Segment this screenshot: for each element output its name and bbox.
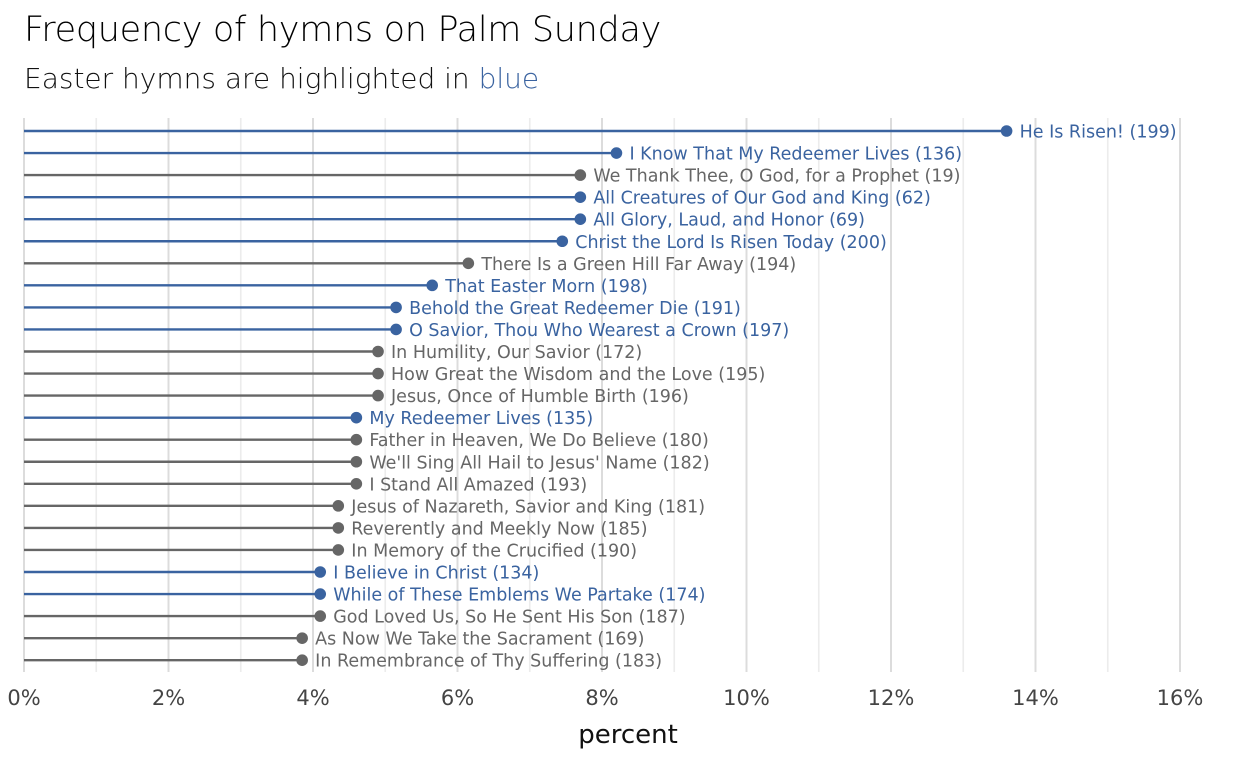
lollipop-item: I Stand All Amazed (193) bbox=[24, 475, 587, 495]
lollipop-item: There Is a Green Hill Far Away (194) bbox=[24, 255, 796, 275]
bar-label: There Is a Green Hill Far Away (194) bbox=[480, 255, 796, 275]
bar-label: We'll Sing All Hail to Jesus' Name (182) bbox=[369, 453, 709, 473]
x-tick-label: 2% bbox=[152, 686, 185, 710]
lollipop-dot bbox=[1000, 125, 1013, 137]
x-tick-label: 0% bbox=[7, 686, 40, 710]
lollipop-item: In Remembrance of Thy Suffering (183) bbox=[24, 652, 662, 672]
bar-label: We Thank Thee, O God, for a Prophet (19) bbox=[593, 167, 960, 187]
lollipop-dot bbox=[574, 191, 587, 203]
lollipop-dot bbox=[574, 169, 587, 181]
lollipop-dot bbox=[574, 213, 587, 225]
bar-label: All Glory, Laud, and Honor (69) bbox=[593, 211, 865, 231]
bar-label: In Memory of the Crucified (190) bbox=[351, 541, 637, 561]
lollipop-dot bbox=[372, 345, 384, 358]
lollipop-dot bbox=[556, 235, 569, 248]
lollipop-item: Reverently and Meekly Now (185) bbox=[24, 519, 648, 539]
x-tick-label: 8% bbox=[585, 686, 618, 710]
lollipop-dot bbox=[314, 566, 327, 578]
x-tick-label: 16% bbox=[1157, 686, 1204, 710]
x-axis: 0% 2% 4% 6% 8% 10% 12% 14% 16% bbox=[7, 686, 1203, 710]
lollipop-item: All Glory, Laud, and Honor (69) bbox=[24, 211, 865, 231]
lollipop-item: While of These Emblems We Partake (174) bbox=[24, 586, 705, 606]
chart-subtitle: Easter hymns are highlighted in blue bbox=[24, 62, 539, 95]
x-tick-label: 12% bbox=[868, 686, 915, 710]
bar-label: Father in Heaven, We Do Believe (180) bbox=[369, 431, 709, 451]
lollipop-item: We Thank Thee, O God, for a Prophet (19) bbox=[24, 167, 960, 187]
lollipop-series: He Is Risen! (199) I Know That My Redeeme… bbox=[24, 123, 1177, 672]
lollipop-item: In Memory of the Crucified (190) bbox=[24, 541, 637, 561]
lollipop-dot bbox=[314, 588, 327, 600]
lollipop-item: We'll Sing All Hail to Jesus' Name (182) bbox=[24, 453, 710, 473]
bar-label: That Easter Morn (198) bbox=[444, 277, 648, 297]
lollipop-dot bbox=[296, 632, 308, 644]
bar-label: I Stand All Amazed (193) bbox=[369, 475, 587, 495]
lollipop-dot bbox=[332, 500, 345, 512]
lollipop-item: Father in Heaven, We Do Believe (180) bbox=[24, 431, 709, 451]
bar-label: My Redeemer Lives (135) bbox=[369, 409, 593, 429]
bar-label: Jesus, Once of Humble Birth (196) bbox=[390, 387, 689, 407]
lollipop-item: He Is Risen! (199) bbox=[24, 123, 1177, 143]
lollipop-item: All Creatures of Our God and King (62) bbox=[24, 189, 931, 209]
bar-label: Reverently and Meekly Now (185) bbox=[351, 519, 647, 539]
lollipop-dot bbox=[350, 433, 363, 446]
bar-label: O Savior, Thou Who Wearest a Crown (197) bbox=[409, 321, 789, 341]
lollipop-dot bbox=[390, 301, 402, 314]
lollipop-item: Jesus, Once of Humble Birth (196) bbox=[24, 387, 689, 407]
bar-label: In Remembrance of Thy Suffering (183) bbox=[315, 652, 662, 672]
bar-label: He Is Risen! (199) bbox=[1020, 123, 1177, 143]
lollipop-dot bbox=[390, 323, 402, 336]
bar-label: While of These Emblems We Partake (174) bbox=[333, 586, 705, 606]
lollipop-dot bbox=[462, 257, 475, 270]
lollipop-dot bbox=[350, 478, 363, 490]
bar-label: God Loved Us, So He Sent His Son (187) bbox=[333, 608, 685, 628]
lollipop-dot bbox=[350, 411, 363, 424]
lollipop-dot bbox=[372, 389, 384, 402]
lollipop-item: As Now We Take the Sacrament (169) bbox=[24, 630, 645, 650]
lollipop-item: Jesus of Nazareth, Savior and King (181) bbox=[24, 497, 705, 517]
lollipop-item: In Humility, Our Savior (172) bbox=[24, 343, 642, 363]
x-tick-label: 14% bbox=[1012, 686, 1059, 710]
subtitle-prefix: Easter hymns are highlighted in bbox=[24, 62, 479, 95]
subtitle-accent-word: blue bbox=[478, 62, 540, 95]
lollipop-item: That Easter Morn (198) bbox=[24, 277, 648, 297]
lollipop-dot bbox=[372, 367, 384, 380]
bar-label: I Believe in Christ (134) bbox=[333, 564, 539, 584]
lollipop-item: I Know That My Redeemer Lives (136) bbox=[24, 145, 962, 165]
lollipop-dot bbox=[314, 610, 327, 622]
bar-label: I Know That My Redeemer Lives (136) bbox=[629, 145, 962, 165]
lollipop-item: God Loved Us, So He Sent His Son (187) bbox=[24, 608, 686, 628]
lollipop-item: Christ the Lord Is Risen Today (200) bbox=[24, 233, 887, 253]
bar-label: Jesus of Nazareth, Savior and King (181) bbox=[350, 497, 705, 517]
x-tick-label: 6% bbox=[441, 686, 474, 710]
bar-label: As Now We Take the Sacrament (169) bbox=[315, 630, 644, 650]
bar-label: Christ the Lord Is Risen Today (200) bbox=[575, 233, 887, 253]
lollipop-item: My Redeemer Lives (135) bbox=[24, 409, 593, 429]
lollipop-item: I Believe in Christ (134) bbox=[24, 564, 539, 584]
lollipop-dot bbox=[332, 522, 345, 534]
lollipop-item: O Savior, Thou Who Wearest a Crown (197) bbox=[24, 321, 789, 341]
x-tick-label: 4% bbox=[296, 686, 329, 710]
lollipop-dot bbox=[610, 147, 623, 159]
bar-label: How Great the Wisdom and the Love (195) bbox=[391, 365, 765, 385]
lollipop-item: How Great the Wisdom and the Love (195) bbox=[24, 365, 765, 385]
lollipop-dot bbox=[332, 544, 345, 556]
bar-label: All Creatures of Our God and King (62) bbox=[593, 189, 931, 209]
lollipop-dot bbox=[350, 455, 363, 468]
chart-title: Frequency of hymns on Palm Sunday bbox=[24, 10, 662, 50]
x-tick-label: 10% bbox=[723, 686, 770, 710]
lollipop-item: Behold the Great Redeemer Die (191) bbox=[24, 299, 741, 319]
lollipop-dot bbox=[296, 654, 308, 666]
lollipop-dot bbox=[426, 279, 439, 292]
x-axis-title: percent bbox=[578, 720, 678, 750]
bar-label: Behold the Great Redeemer Die (191) bbox=[409, 299, 741, 319]
bar-label: In Humility, Our Savior (172) bbox=[391, 343, 642, 363]
